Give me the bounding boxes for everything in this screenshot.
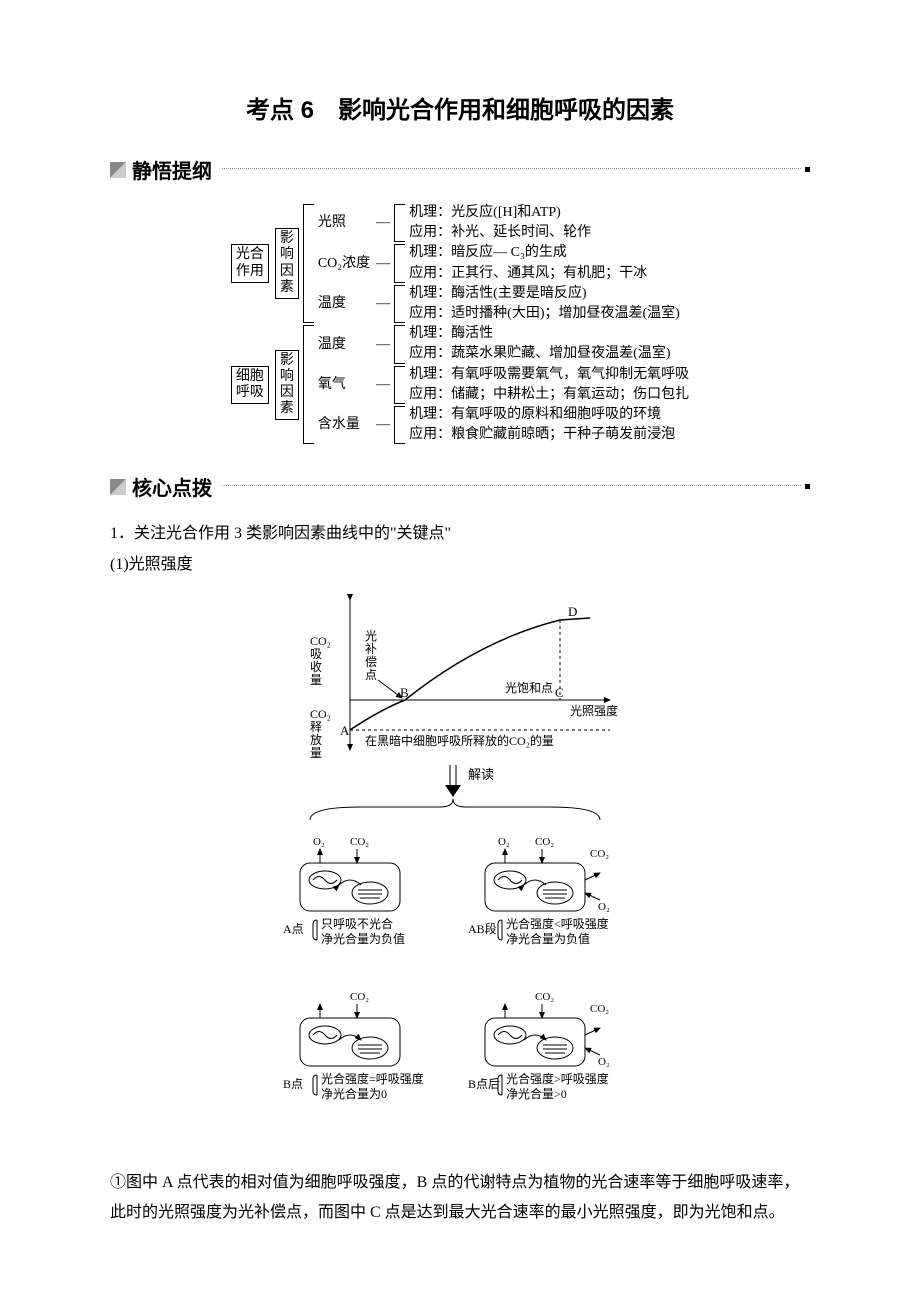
svg-text:在黑暗中细胞呼吸所释放的CO₂的量: 在黑暗中细胞呼吸所释放的CO₂的量 bbox=[365, 733, 554, 748]
svg-text:CO₂: CO₂ bbox=[535, 836, 554, 848]
svg-text:只呼吸不光合: 只呼吸不光合 bbox=[321, 916, 393, 931]
svg-text:光合强度<呼吸强度: 光合强度<呼吸强度 bbox=[506, 916, 609, 931]
svg-text:光合强度=呼吸强度: 光合强度=呼吸强度 bbox=[321, 1071, 424, 1086]
section-label: 核心点拨 bbox=[132, 472, 212, 501]
svg-text:净光合量为0: 净光合量为0 bbox=[321, 1086, 387, 1101]
svg-text:O₂: O₂ bbox=[313, 836, 325, 848]
box-factors2: 影响因素 bbox=[275, 350, 299, 420]
section-label: 静悟提纲 bbox=[132, 155, 212, 184]
svg-text:A: A bbox=[340, 723, 350, 738]
dot-icon bbox=[805, 167, 810, 172]
mech-water: 机理：有氧呼吸的原料和细胞呼吸的环境 bbox=[407, 406, 691, 424]
mech-temp1: 机理：酶活性(主要是暗反应) bbox=[407, 285, 691, 303]
factor-temp2: 温度 bbox=[316, 325, 372, 363]
title-prefix: 考点 6 bbox=[246, 97, 314, 124]
app-o2: 应用：储藏；中耕松土；有氧运动；伤口包扎 bbox=[407, 386, 691, 404]
svg-text:解读: 解读 bbox=[468, 767, 494, 782]
factor-co2: CO₂浓度 bbox=[316, 244, 372, 282]
title-suffix: 影响光合作用和细胞呼吸的因素 bbox=[338, 97, 674, 124]
factor-light: 光照 bbox=[316, 204, 372, 242]
dot-icon bbox=[805, 484, 810, 489]
factor-water: 含水量 bbox=[316, 406, 372, 444]
svg-text:B点后: B点后 bbox=[468, 1077, 500, 1091]
concept-map: 光合作用 影响因素 光照 — 机理：光反应([H]和ATP) 应用：补光、延长时… bbox=[110, 202, 810, 446]
paragraph-3: ①图中 A 点代表的相对值为细胞呼吸强度，B 点的代谢特点为植物的光合速率等于细… bbox=[110, 1168, 810, 1229]
svg-text:A点: A点 bbox=[283, 922, 304, 936]
factor-o2: 氧气 bbox=[316, 366, 372, 404]
svg-text:CO₂: CO₂ bbox=[535, 991, 554, 1003]
svg-text:CO₂: CO₂ bbox=[590, 848, 609, 860]
section-outline: 静悟提纲 bbox=[110, 155, 810, 184]
box-photosynthesis: 光合作用 bbox=[231, 244, 269, 282]
svg-text:B点: B点 bbox=[283, 1077, 303, 1091]
paragraph-2: (1)光照强度 bbox=[110, 550, 810, 580]
app-temp2: 应用：蔬菜水果贮藏、增加昼夜温差(温室) bbox=[407, 345, 691, 363]
svg-text:CO₂释放量: CO₂释放量 bbox=[310, 707, 331, 760]
svg-text:光照强度: 光照强度 bbox=[570, 703, 618, 718]
box-factors: 影响因素 bbox=[275, 228, 299, 298]
divider bbox=[222, 167, 801, 169]
mech-light: 机理：光反应([H]和ATP) bbox=[407, 204, 691, 222]
mech-temp2: 机理：酶活性 bbox=[407, 325, 691, 343]
mech-co2: 机理：暗反应— C₃的生成 bbox=[407, 244, 691, 262]
svg-text:CO₂: CO₂ bbox=[590, 1003, 609, 1015]
svg-text:D: D bbox=[568, 604, 577, 619]
svg-text:AB段: AB段 bbox=[468, 921, 497, 936]
section-core: 核心点拨 bbox=[110, 472, 810, 501]
square-icon bbox=[110, 162, 126, 178]
factor-temp1: 温度 bbox=[316, 285, 372, 323]
app-co2: 应用：正其行、通其风；有机肥；干冰 bbox=[407, 265, 691, 283]
svg-text:光合强度>呼吸强度: 光合强度>呼吸强度 bbox=[506, 1071, 609, 1086]
svg-text:O₂: O₂ bbox=[498, 836, 510, 848]
svg-text:净光合量>0: 净光合量>0 bbox=[506, 1086, 567, 1101]
app-temp1: 应用：适时播种(大田)；增加昼夜温差(温室) bbox=[407, 305, 691, 323]
svg-text:CO₂吸收量: CO₂吸收量 bbox=[310, 634, 331, 687]
box-respiration: 细胞呼吸 bbox=[231, 366, 269, 404]
mech-o2: 机理：有氧呼吸需要氧气，氧气抑制无氧呼吸 bbox=[407, 366, 691, 384]
page-title: 考点 6 影响光合作用和细胞呼吸的因素 bbox=[110, 90, 810, 125]
svg-text:净光合量为负值: 净光合量为负值 bbox=[321, 931, 405, 946]
paragraph-1: 1．关注光合作用 3 类影响因素曲线中的"关键点" bbox=[110, 519, 810, 549]
divider bbox=[222, 484, 801, 486]
square-icon bbox=[110, 479, 126, 495]
svg-text:CO₂: CO₂ bbox=[350, 836, 369, 848]
svg-text:CO₂: CO₂ bbox=[350, 991, 369, 1003]
app-water: 应用：粮食贮藏前晾晒；干种子萌发前浸泡 bbox=[407, 426, 691, 444]
svg-text:净光合量为负值: 净光合量为负值 bbox=[506, 931, 590, 946]
app-light: 应用：补光、延长时间、轮作 bbox=[407, 224, 691, 242]
svg-text:C: C bbox=[555, 685, 564, 700]
svg-text:光饱和点: 光饱和点 bbox=[505, 680, 553, 695]
svg-text:O₂: O₂ bbox=[598, 901, 610, 913]
svg-text:O₂: O₂ bbox=[598, 1056, 610, 1068]
light-intensity-diagram: A B C D CO₂吸收量 CO₂释放量 光补偿点 光饱和点 光照强度 在黑暗… bbox=[110, 590, 810, 1150]
svg-text:光补偿点: 光补偿点 bbox=[365, 629, 377, 682]
